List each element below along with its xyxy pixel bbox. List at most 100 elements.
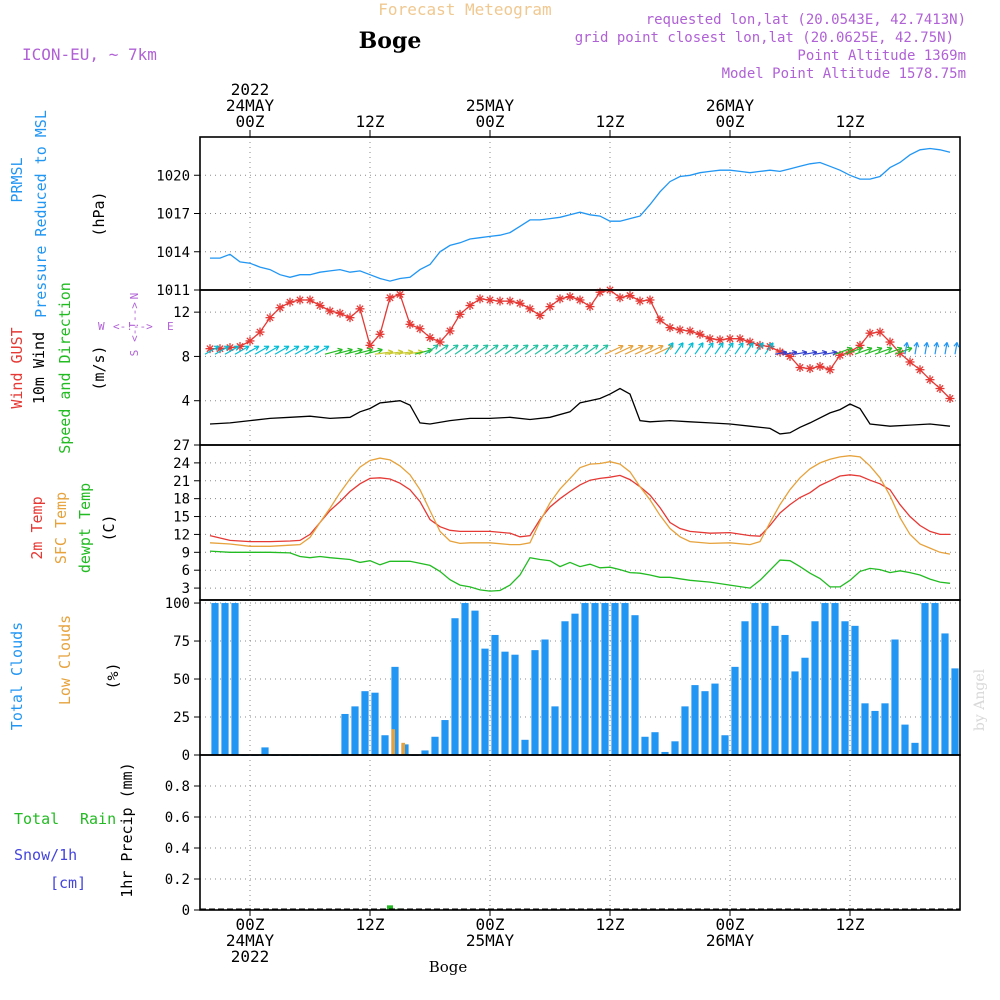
wind-arrow (664, 342, 674, 355)
wind-arrow (864, 347, 883, 355)
wind-arrow (294, 345, 310, 355)
clouds-series-0-bar (451, 618, 459, 755)
wind-arrow-head (906, 342, 910, 348)
wind-arrow-head (758, 342, 764, 346)
temp-ytick-label: 9 (182, 545, 190, 561)
wind-arrow (774, 351, 787, 355)
precip-ytick-label: 0.4 (165, 841, 190, 857)
wind-arrow (304, 345, 320, 355)
wind-series-0-point (345, 313, 355, 323)
wind-series-0-point (315, 301, 325, 310)
wind-arrow (514, 344, 529, 355)
wind-compass: W <-!--> E N S <-!--> (98, 293, 174, 357)
wind-arrow-head (619, 345, 624, 351)
wind-arrow (314, 345, 330, 355)
wind-arrow-head (791, 349, 798, 353)
clouds-ytick-label: 75 (173, 634, 190, 650)
wind-series-0-point (675, 325, 685, 335)
wind-series-0-point (865, 328, 875, 338)
compass-n: N (128, 293, 141, 300)
bottom-time-label: 24MAY (226, 931, 275, 950)
wind-series-0-point (615, 293, 625, 303)
wind-arrow-head (503, 344, 509, 347)
clouds-panel: 0 25 50 75 100 (165, 596, 961, 764)
wind-arrow-head (831, 349, 838, 353)
clouds-series-0-bar (751, 603, 759, 755)
wind-arrow-head (671, 342, 674, 348)
clouds-series-0-bar (741, 621, 749, 755)
wind-series-0-point (245, 336, 255, 346)
wind-series-0-point (455, 309, 465, 319)
wind-arrow (684, 342, 694, 355)
wind-series-0-point (915, 365, 925, 375)
clouds-series-0-bar (591, 603, 599, 755)
precip-ytick-label: 0.8 (165, 779, 190, 795)
clouds-series-0-bar (551, 706, 559, 755)
wind-arrow-head (475, 344, 479, 350)
pressure-label-msl: Pressure Reduced to MSL (32, 110, 50, 318)
wind-arrow-head (943, 342, 948, 347)
temp-ytick-label: 21 (173, 474, 190, 490)
wind-arrow-head (878, 347, 883, 353)
wind-arrow-head (701, 342, 704, 348)
wind-series-0-point (695, 329, 705, 339)
footer-location: Boge (429, 958, 468, 976)
wind-series-0-point (655, 315, 665, 325)
clouds-series-0-bar (491, 634, 499, 755)
wind-arrow (564, 344, 579, 355)
clouds-series-0-bar (611, 603, 619, 755)
clouds-series-0-bar (211, 603, 219, 755)
bottom-time-label: 2022 (231, 947, 270, 966)
temp-ytick-label: 6 (182, 563, 190, 579)
clouds-series-0-bar (531, 650, 539, 755)
clouds-series-0-bar (621, 603, 629, 755)
clouds-series-0-bar (681, 706, 689, 755)
wind-arrow-head (215, 345, 220, 351)
bottom-time-label: 00Z (476, 915, 505, 934)
wind-arrow-head (768, 342, 774, 346)
precip-ytick-label: 0.6 (165, 810, 190, 826)
svg-text:<-!-->: <-!--> (113, 320, 153, 333)
wind-arrow-head (781, 349, 788, 353)
wind-arrow-head (731, 342, 734, 348)
wind-arrow (674, 342, 684, 355)
wind-arrow (694, 342, 704, 355)
wind-series-0-point (805, 364, 815, 374)
wind-arrow-head (455, 344, 459, 350)
wind-series-0-point (445, 326, 455, 336)
wind-arrow-head (255, 345, 260, 351)
temp-ytick-label: 15 (173, 510, 190, 526)
clouds-ytick-label: 0 (182, 748, 190, 764)
wind-panel: 4 8 12 (173, 285, 961, 446)
wind-series-0-point (725, 334, 735, 344)
wind-arrow-head (535, 344, 539, 350)
clouds-unit: (%) (104, 662, 122, 689)
clouds-series-0-bar (561, 621, 569, 755)
wind-series-0-point (575, 295, 585, 305)
top-time-label: 00Z (476, 112, 505, 131)
precip-legend-rain: Rain (80, 810, 116, 828)
wind-arrow (454, 344, 469, 355)
pressure-label-prmsl: PRMSL (8, 157, 26, 202)
wind-arrow (444, 344, 459, 355)
wind-arrow-head (493, 344, 499, 347)
wind-arrow-head (367, 347, 373, 351)
clouds-series-0-bar (571, 613, 579, 755)
wind-arrow (544, 344, 559, 355)
clouds-series-0-bar (601, 603, 609, 755)
wind-series-0-point (625, 291, 635, 301)
wind-arrow (804, 351, 817, 355)
wind-series-0-point (255, 327, 265, 337)
clouds-series-0-bar (341, 713, 349, 755)
precip-frame (199, 754, 961, 911)
wind-series-0-point (705, 334, 715, 344)
wind-arrow (344, 348, 363, 355)
clouds-series-0-bar (501, 651, 509, 755)
wind-arrow-head (347, 347, 353, 351)
wind-direction-arrows (204, 342, 960, 356)
wind-arrow-head (295, 345, 300, 351)
wind-arrow-head (245, 345, 250, 351)
clouds-series-0-bar (631, 615, 639, 755)
clouds-series-0-bar (441, 720, 449, 755)
compass-s: S (128, 350, 141, 357)
